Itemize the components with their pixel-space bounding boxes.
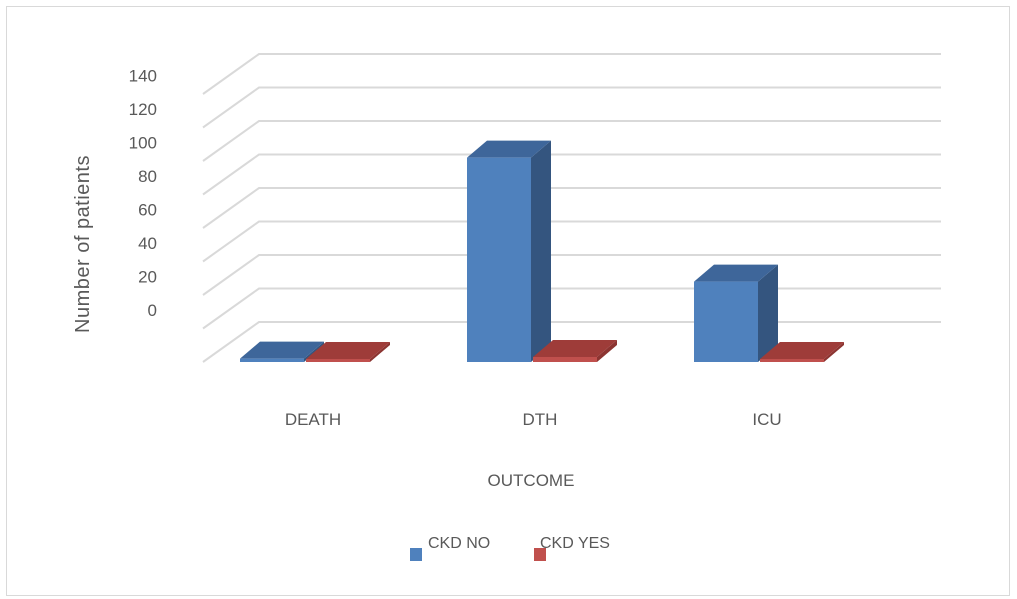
bar-front	[240, 358, 304, 362]
y-tick-label: 60	[138, 201, 157, 220]
bar-front	[533, 356, 597, 362]
bar-side	[597, 339, 617, 362]
x-axis-categories: DEATH DTH ICU	[285, 410, 782, 429]
x-axis-title: OUTCOME	[488, 471, 575, 490]
legend-label: CKD YES	[540, 535, 610, 552]
legend-item: CKD YES	[534, 535, 610, 561]
gridline	[202, 187, 941, 229]
chart-frame: 0 20 40 60 80 100 120 140 DEATH DTH ICU OUTCOME N…	[6, 6, 1010, 596]
bar-top	[694, 264, 778, 282]
bar-top	[533, 339, 617, 357]
y-tick-label: 20	[138, 268, 157, 287]
bar-side	[824, 342, 844, 362]
chart: 0 20 40 60 80 100 120 140 DEATH DTH ICU OUTCOME N…	[72, 53, 941, 561]
bar-top	[467, 140, 551, 158]
y-tick-label: 0	[148, 301, 157, 320]
gridline	[202, 86, 941, 129]
y-tick-label: 140	[129, 67, 157, 86]
bar-top	[306, 342, 390, 359]
bar	[760, 342, 844, 362]
bar-side	[758, 264, 778, 362]
legend-label: CKD NO	[428, 535, 490, 552]
bar	[306, 342, 390, 362]
y-tick-label: 100	[129, 134, 157, 153]
gridline	[202, 120, 941, 162]
bar-top	[240, 341, 324, 359]
bar	[533, 339, 617, 362]
gridline	[202, 254, 941, 296]
bar-top	[760, 342, 844, 359]
legend-item: CKD NO	[410, 535, 490, 561]
bar-side	[531, 140, 551, 362]
bar-front	[306, 359, 370, 362]
y-tick-label: 40	[138, 234, 157, 253]
bar-front	[760, 359, 824, 362]
gridline	[202, 53, 941, 95]
y-tick-label: 120	[129, 100, 157, 119]
gridlines	[202, 53, 941, 363]
x-tick-label: DTH	[523, 410, 558, 429]
bar	[694, 264, 778, 362]
legend: CKD NO CKD YES	[410, 535, 610, 561]
gridline	[202, 153, 941, 196]
legend-swatch	[534, 548, 546, 561]
gridline	[202, 220, 941, 263]
bar-front	[467, 157, 531, 362]
bar	[467, 140, 551, 362]
legend-swatch	[410, 548, 422, 561]
y-axis-title: Number of patients	[72, 155, 94, 333]
x-tick-label: ICU	[752, 410, 781, 429]
y-axis-ticks: 0 20 40 60 80 100 120 140	[129, 67, 157, 321]
y-tick-label: 80	[138, 167, 157, 186]
bar-side	[370, 342, 390, 362]
x-tick-label: DEATH	[285, 410, 341, 429]
bar-front	[694, 281, 758, 362]
bars	[240, 140, 844, 362]
